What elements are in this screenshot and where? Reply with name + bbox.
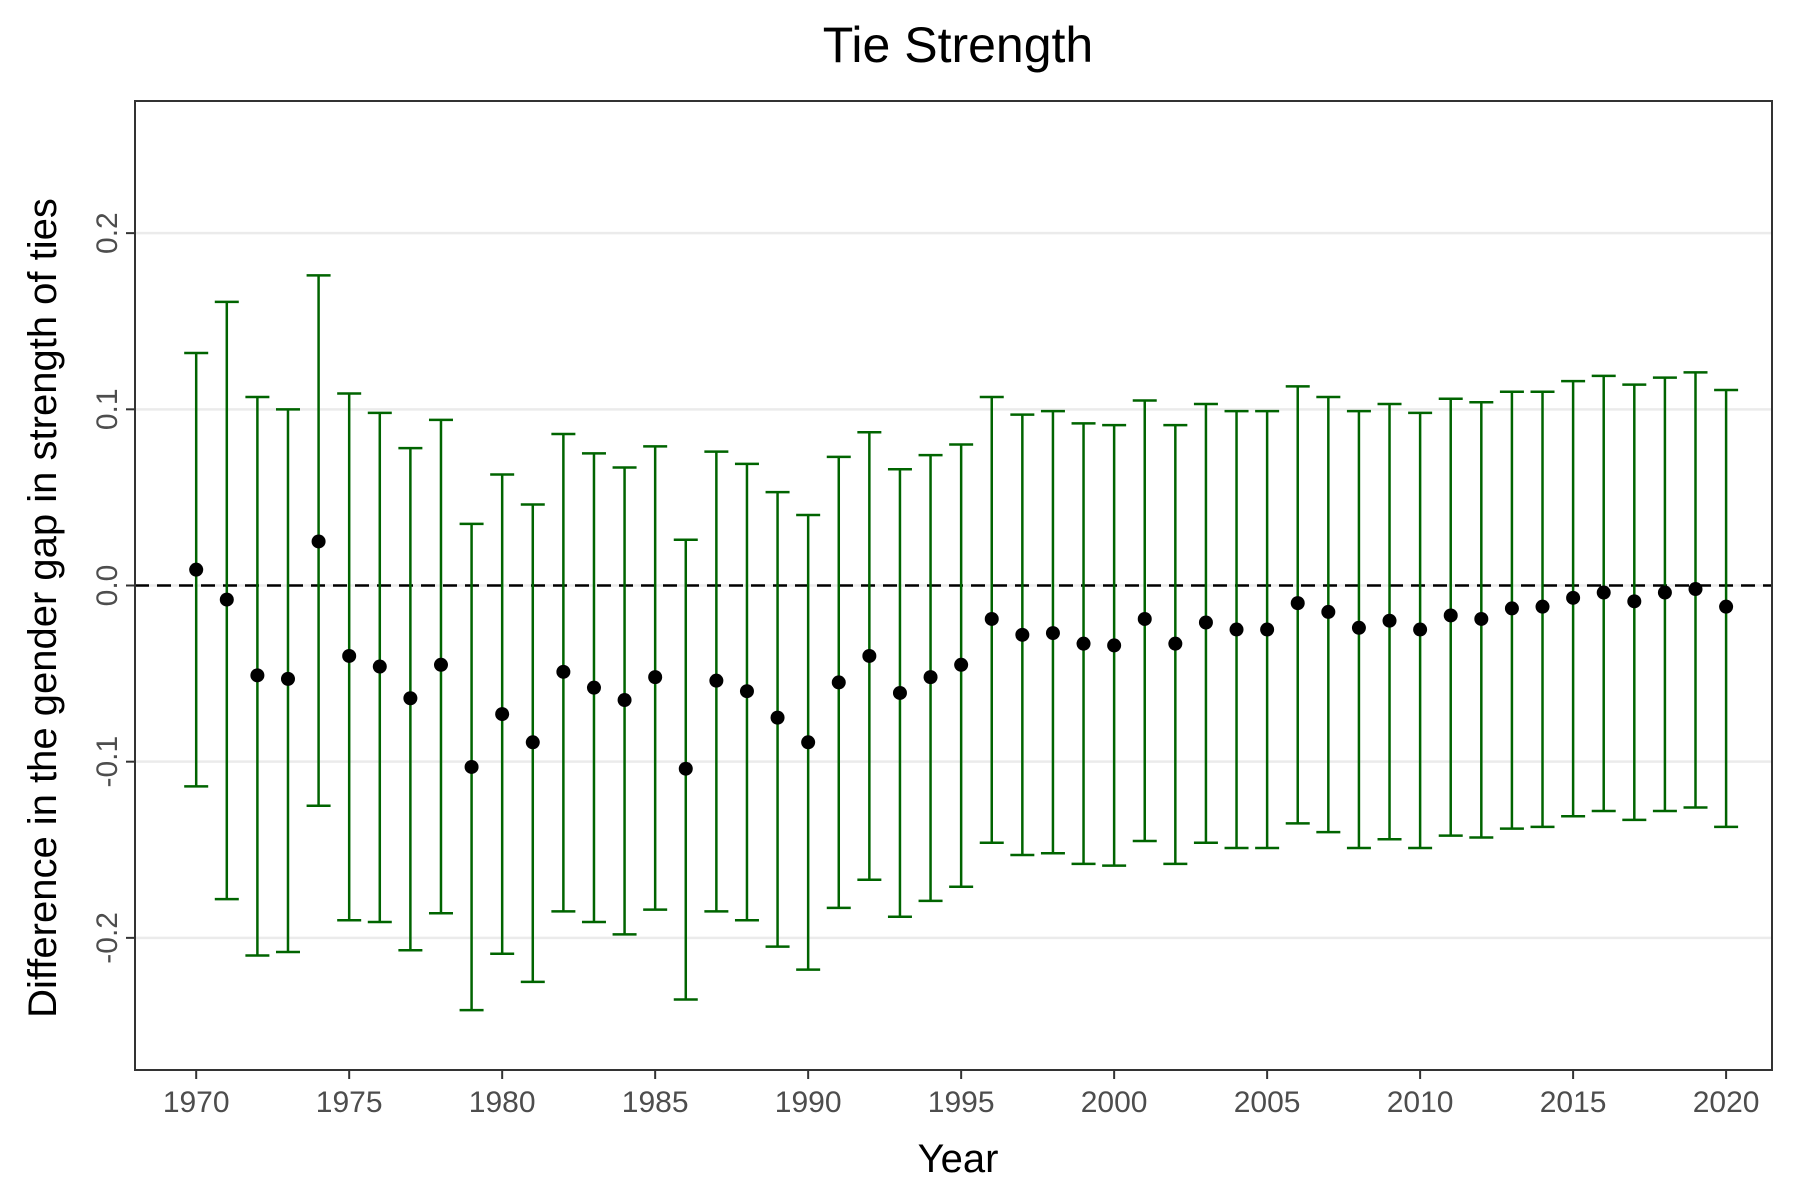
- x-tick-label: 1985: [622, 1086, 689, 1119]
- data-point: [923, 670, 938, 685]
- x-tick-label: 2015: [1540, 1086, 1607, 1119]
- data-point: [1474, 611, 1489, 626]
- data-point: [1688, 582, 1703, 597]
- data-point: [311, 534, 326, 549]
- data-point: [1535, 599, 1550, 614]
- data-point: [280, 671, 295, 686]
- data-point: [556, 664, 571, 679]
- data-point: [770, 710, 785, 725]
- data-point: [954, 657, 969, 672]
- data-point: [678, 761, 693, 776]
- data-point: [1504, 601, 1519, 616]
- chart-title: Tie Strength: [823, 17, 1094, 73]
- data-point: [1443, 608, 1458, 623]
- y-tick-label: -0.1: [91, 736, 124, 788]
- data-point: [801, 735, 816, 750]
- data-point: [1107, 638, 1122, 653]
- data-point: [219, 592, 234, 607]
- data-point: [1290, 596, 1305, 611]
- data-point: [433, 657, 448, 672]
- data-point: [892, 685, 907, 700]
- data-point: [1657, 585, 1672, 600]
- data-point: [831, 675, 846, 690]
- data-point: [1413, 622, 1428, 637]
- data-point: [648, 670, 663, 685]
- x-tick-label: 2000: [1081, 1086, 1148, 1119]
- x-tick-label: 2020: [1693, 1086, 1760, 1119]
- x-axis: 1970 1975 1980 1985 1990 1995 2000 2005 2010 2015…: [163, 1070, 1760, 1119]
- x-tick-label: 1990: [775, 1086, 842, 1119]
- y-tick-label: -0.2: [91, 912, 124, 964]
- y-tick-label: 0.1: [91, 388, 124, 430]
- data-point: [709, 673, 724, 688]
- x-tick-label: 2005: [1234, 1086, 1301, 1119]
- data-point: [250, 668, 265, 683]
- x-tick-label: 2010: [1387, 1086, 1454, 1119]
- data-point: [1321, 604, 1336, 619]
- data-point: [1229, 622, 1244, 637]
- data-point: [586, 680, 601, 695]
- data-point: [1719, 599, 1734, 614]
- data-point: [1351, 620, 1366, 635]
- x-tick-label: 1995: [928, 1086, 995, 1119]
- y-tick-label: 0.0: [91, 565, 124, 607]
- y-tick-label: 0.2: [91, 212, 124, 254]
- y-axis-title: Difference in the gender gap in strength…: [21, 198, 65, 1018]
- x-tick-label: 1980: [469, 1086, 536, 1119]
- data-point: [189, 562, 204, 577]
- data-point: [1627, 594, 1642, 609]
- data-point: [984, 611, 999, 626]
- data-point: [1596, 585, 1611, 600]
- data-point: [1045, 626, 1060, 641]
- data-point: [372, 659, 387, 674]
- data-point: [1382, 613, 1397, 628]
- data-points: [189, 534, 1734, 776]
- data-point: [1198, 615, 1213, 630]
- data-point: [1137, 611, 1152, 626]
- data-point: [617, 693, 632, 708]
- data-point: [1566, 590, 1581, 605]
- data-point: [525, 735, 540, 750]
- data-point: [464, 759, 479, 774]
- data-point: [403, 691, 418, 706]
- x-tick-label: 1975: [316, 1086, 383, 1119]
- data-point: [739, 684, 754, 699]
- data-point: [1076, 636, 1091, 651]
- data-point: [342, 648, 357, 663]
- x-axis-title: Year: [918, 1137, 999, 1181]
- x-tick-label: 1970: [163, 1086, 230, 1119]
- data-point: [1168, 636, 1183, 651]
- y-axis: -0.2 -0.1 0.0 0.1 0.2: [91, 212, 135, 964]
- data-point: [862, 648, 877, 663]
- data-point: [1015, 627, 1030, 642]
- data-point: [495, 707, 510, 722]
- data-point: [1260, 622, 1275, 637]
